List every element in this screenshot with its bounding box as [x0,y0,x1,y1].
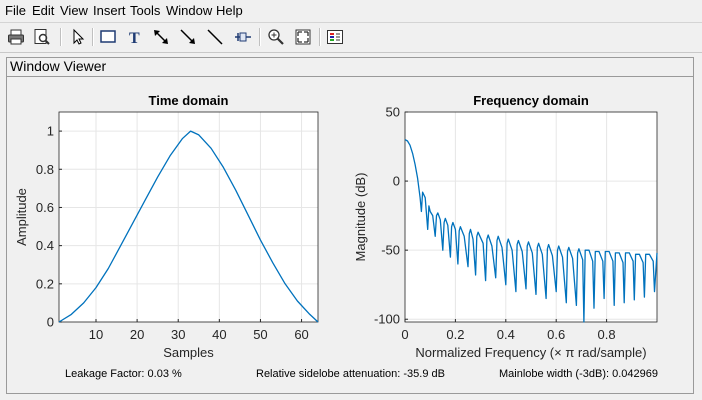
select-button[interactable] [66,26,88,48]
time-xtick-label: 20 [130,327,144,342]
legend-button[interactable] [324,26,346,48]
full-view-icon [295,29,311,45]
time-xtick-label: 50 [253,327,267,342]
panel-title: Window Viewer [10,58,107,74]
freq-ytick-label: 0 [393,174,400,189]
freq-chart-title: Frequency domain [473,93,589,108]
freq-ytick-label: -50 [381,243,400,258]
freq-series-line [404,139,658,323]
freq-ylabel: Magnitude (dB) [353,173,368,262]
zoom-in-button[interactable] [265,26,287,48]
insert-double-arrow-button[interactable] [150,26,172,48]
mainlobe-width-text: Mainlobe width (-3dB): 0.042969 [499,368,658,380]
leakage-factor-text: Leakage Factor: 0.03 % [65,368,182,380]
freq-ytick-label: 50 [386,105,400,120]
freq-xtick-label: 0 [401,327,408,342]
toolbar: T [0,22,702,53]
time-chart: 10 20 30 40 50 60 0 0.2 0.4 0.6 0.8 1 Time domain Sam… [14,93,319,360]
time-ytick-label: 0.2 [36,276,54,291]
freq-axes-frame [404,111,658,323]
freq-xtick-label: 0.2 [446,327,464,342]
menu-window[interactable]: Window [166,3,213,18]
sidelobe-attenuation-text: Relative sidelobe attenuation: -35.9 dB [256,368,445,380]
time-axes-frame [58,111,319,323]
time-ytick-label: 0.6 [36,200,54,215]
print-preview-icon [34,29,50,45]
insert-arrow-button[interactable] [177,26,199,48]
line-icon [207,29,223,45]
time-xtick-label: 30 [171,327,185,342]
menu-insert[interactable]: Insert [93,3,126,18]
time-axes-background [59,112,318,322]
menu-edit[interactable]: Edit [32,3,55,18]
freq-chart: 0 0.2 0.4 0.6 0.8 -100 -50 0 50 Frequency domain N… [353,93,658,360]
toolbar-separator [60,28,62,46]
menu-bar: File Edit View Insert Tools Window Help [0,0,702,22]
time-ytick-label: 0.8 [36,162,54,177]
time-xtick-label: 60 [294,327,308,342]
time-ytick-label: 1 [47,124,54,139]
insert-line-button[interactable] [204,26,226,48]
freq-xlabel: Normalized Frequency (× π rad/sample) [415,345,646,360]
rectangle-icon [100,30,116,43]
print-button[interactable] [5,26,27,48]
time-ylabel: Amplitude [14,188,29,246]
time-xtick-label: 10 [89,327,103,342]
menu-view[interactable]: View [60,3,88,18]
text-icon: T [129,30,140,46]
pin-button[interactable] [232,26,254,48]
zoom-in-icon [268,29,284,45]
freq-ytick-label: -100 [374,312,400,327]
freq-xtick-label: 0.6 [547,327,565,342]
time-xlabel: Samples [163,345,214,360]
svg-text:T: T [129,30,140,46]
full-view-button[interactable] [292,26,314,48]
menu-tools[interactable]: Tools [130,3,161,18]
freq-axes-background [405,112,657,322]
arrow-pointer-icon [73,28,85,45]
printer-icon [8,29,24,45]
time-series-line [58,130,319,323]
legend-icon [327,30,343,44]
time-xtick-label: 40 [212,327,226,342]
print-preview-button[interactable] [31,26,53,48]
insert-rectangle-button[interactable] [97,26,119,48]
pin-icon [235,32,251,42]
time-ytick-label: 0.4 [36,238,54,253]
toolbar-separator [319,28,321,46]
menu-file[interactable]: File [5,3,26,18]
freq-xtick-label: 0.4 [497,327,515,342]
time-ytick-label: 0 [47,315,54,330]
time-chart-title: Time domain [149,93,229,108]
double-arrow-icon [154,30,168,44]
menu-help[interactable]: Help [216,3,243,18]
toolbar-separator [92,28,94,46]
freq-xtick-label: 0.8 [598,327,616,342]
arrow-icon [180,29,195,44]
insert-text-button[interactable]: T [124,26,146,48]
panel-divider [7,76,693,77]
toolbar-separator [259,28,261,46]
